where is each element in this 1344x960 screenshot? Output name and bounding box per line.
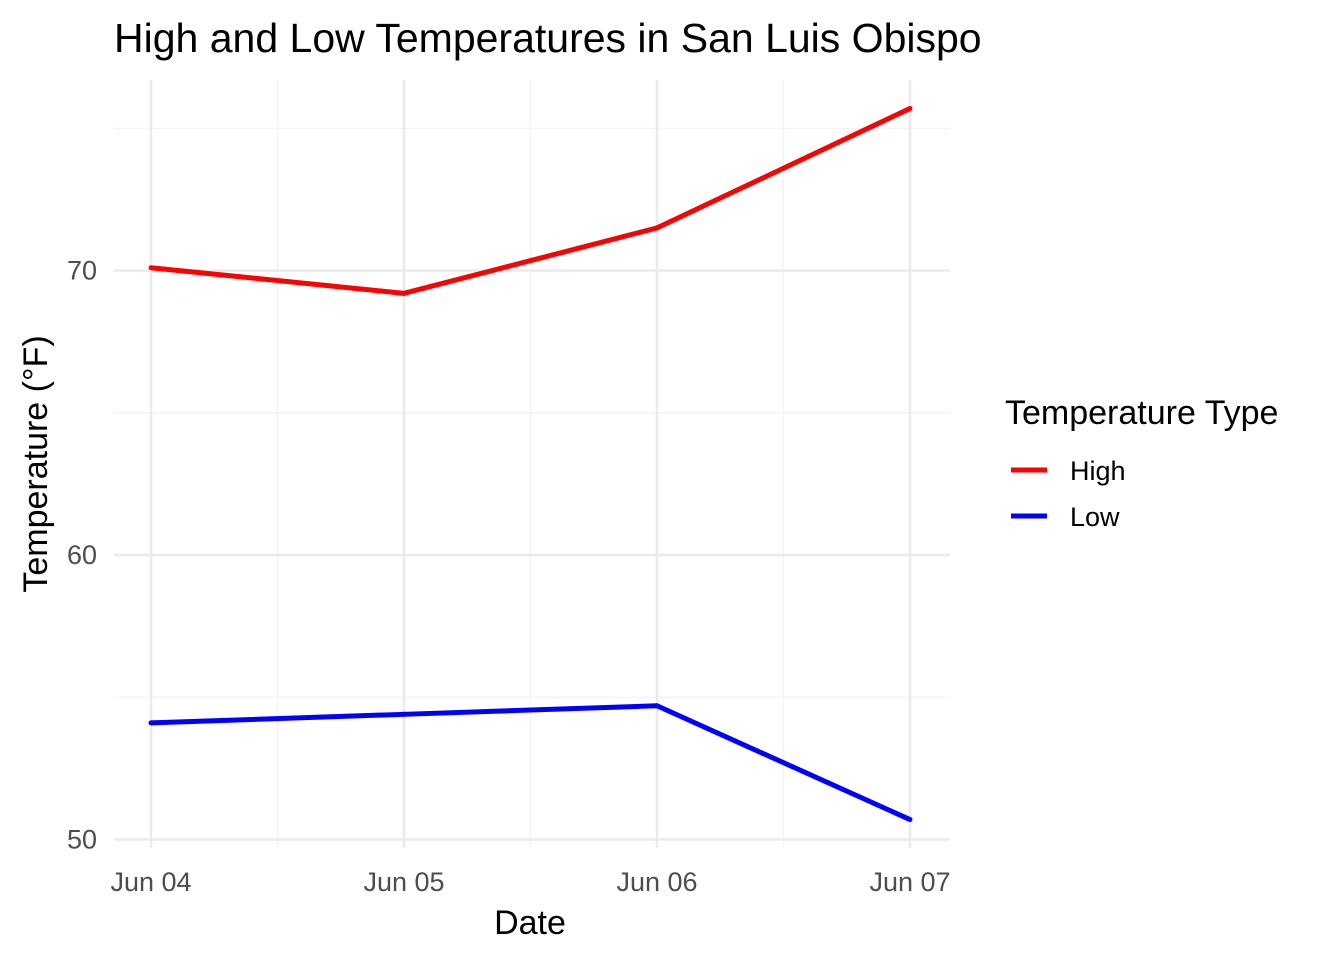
- legend-label-low: Low: [1070, 502, 1120, 532]
- x-axis-ticks: Jun 04 Jun 05 Jun 06 Jun 07: [110, 867, 950, 897]
- y-tick-label: 70: [67, 256, 97, 286]
- data-point-high: [654, 225, 660, 231]
- data-point-low: [654, 703, 660, 709]
- y-axis-title: Temperature (°F): [17, 335, 55, 592]
- data-point-high: [148, 265, 154, 271]
- grid-lines: [114, 80, 950, 848]
- x-tick-label: Jun 07: [869, 867, 950, 897]
- data-point-high: [907, 105, 913, 111]
- x-tick-label: Jun 06: [616, 867, 697, 897]
- legend: Temperature Type High Low: [1005, 394, 1278, 532]
- series-line-high: [150, 106, 912, 296]
- data-point-low: [907, 817, 913, 823]
- series-lines: [148, 105, 913, 823]
- y-tick-label: 60: [67, 540, 97, 570]
- y-axis-ticks: 50 60 70: [67, 256, 97, 855]
- legend-title: Temperature Type: [1005, 394, 1278, 432]
- legend-label-high: High: [1070, 456, 1126, 486]
- x-axis-title: Date: [494, 904, 566, 942]
- chart-title: High and Low Temperatures in San Luis Ob…: [114, 15, 982, 61]
- data-point-low: [401, 711, 407, 717]
- x-tick-label: Jun 04: [110, 867, 191, 897]
- y-tick-label: 50: [67, 824, 97, 854]
- data-point-high: [401, 290, 407, 296]
- data-point-low: [148, 720, 154, 726]
- series-line-low: [150, 703, 912, 822]
- x-tick-label: Jun 05: [363, 867, 444, 897]
